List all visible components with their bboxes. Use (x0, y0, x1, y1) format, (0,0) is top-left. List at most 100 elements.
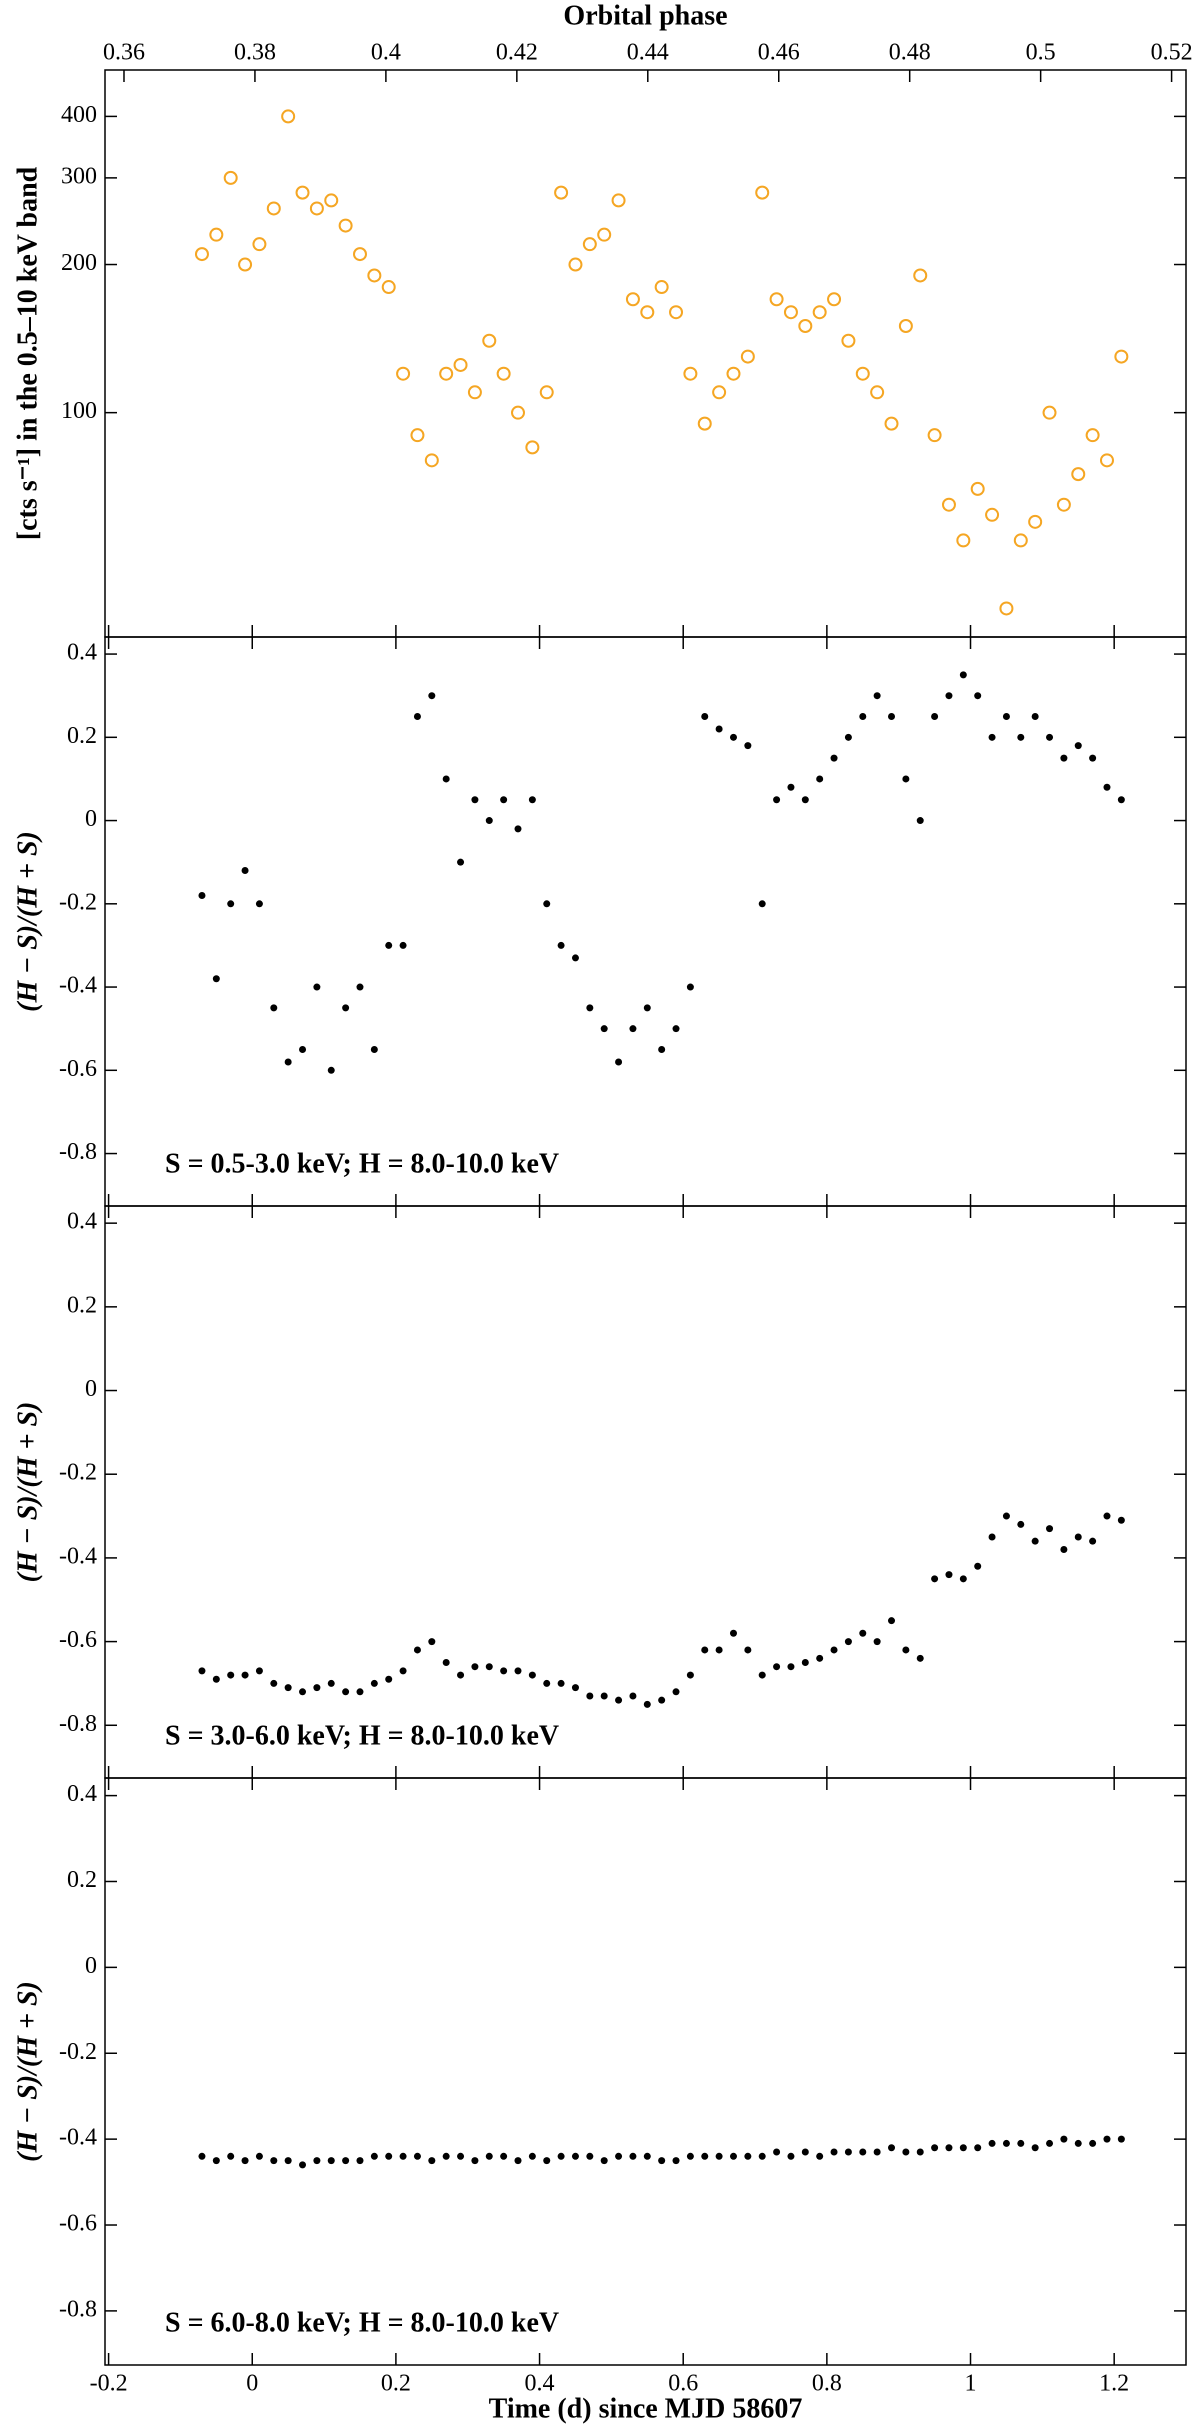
y-tick-label: 300 (61, 163, 97, 189)
data-point (356, 2157, 364, 2165)
x-tick-label: 0.6 (668, 2371, 698, 2397)
data-point (543, 1679, 551, 1687)
data-point (1117, 1516, 1125, 1524)
data-point (830, 1646, 838, 1654)
data-point (941, 497, 956, 512)
data-point (1060, 1546, 1068, 1554)
data-point (370, 1679, 378, 1687)
data-point (442, 1659, 450, 1667)
data-point (758, 900, 766, 908)
data-point (931, 1575, 939, 1583)
data-point (424, 453, 439, 468)
data-point (241, 867, 249, 875)
data-point (970, 481, 985, 496)
y-tick-label: -0.2 (59, 2039, 97, 2065)
data-point (525, 440, 540, 455)
data-point (859, 2148, 867, 2156)
data-point (1089, 1537, 1097, 1545)
panel-annotation: S = 0.5-3.0 keV; H = 8.0-10.0 keV (165, 1148, 559, 1179)
data-point (342, 2157, 350, 2165)
data-point (744, 1646, 752, 1654)
data-point (773, 2148, 781, 2156)
data-point (902, 1646, 910, 1654)
data-point (686, 983, 694, 991)
data-point (227, 900, 235, 908)
data-point (194, 247, 209, 262)
data-point (988, 1533, 996, 1541)
y-tick-label: 0 (85, 806, 97, 832)
x-axis-label: Time (d) since MJD 58607 (489, 2393, 803, 2424)
data-point (898, 319, 913, 334)
data-point (482, 333, 497, 348)
x2-tick-label: 0.46 (758, 40, 800, 66)
data-point (528, 1671, 536, 1679)
y-tick-label: 400 (61, 102, 97, 128)
data-point (352, 247, 367, 262)
y-tick-label: 100 (61, 398, 97, 424)
data-point (600, 1692, 608, 1700)
data-point (888, 1617, 896, 1625)
data-point (252, 237, 267, 252)
data-point (413, 1646, 421, 1654)
data-point (410, 428, 425, 443)
data-point (586, 1692, 594, 1700)
data-point (870, 385, 885, 400)
data-point (643, 1700, 651, 1708)
data-point (514, 2157, 522, 2165)
data-point (959, 2144, 967, 2152)
data-point (715, 1646, 723, 1654)
x2-tick-label: 0.44 (627, 40, 669, 66)
data-point (1046, 1525, 1054, 1533)
data-point (284, 2157, 292, 2165)
x2-tick-label: 0.42 (496, 40, 538, 66)
data-point (399, 941, 407, 949)
data-point (1056, 497, 1071, 512)
data-point (873, 692, 881, 700)
data-point (658, 1045, 666, 1053)
data-point (701, 2152, 709, 2160)
data-point (511, 405, 526, 420)
y-tick-label: -0.6 (59, 1056, 97, 1082)
data-point (557, 941, 565, 949)
data-point (758, 2152, 766, 2160)
data-point (787, 783, 795, 791)
data-point (485, 817, 493, 825)
y-tick-label: 0.2 (67, 1292, 97, 1318)
data-point (1042, 405, 1057, 420)
data-point (974, 2144, 982, 2152)
y-tick-label: 200 (61, 250, 97, 276)
panel-annotation: S = 6.0-8.0 keV; H = 8.0-10.0 keV (165, 2307, 559, 2338)
data-point (1002, 2139, 1010, 2147)
data-point (916, 2148, 924, 2156)
data-point (255, 1667, 263, 1675)
data-point (442, 2152, 450, 2160)
data-point (198, 1667, 206, 1675)
data-point (255, 2152, 263, 2160)
data-point (309, 201, 324, 216)
data-point (801, 796, 809, 804)
data-point (284, 1058, 292, 1066)
data-point (1017, 1520, 1025, 1528)
data-point (582, 237, 597, 252)
data-point (1046, 733, 1054, 741)
x-tick-label: 0.4 (525, 2371, 555, 2397)
data-point (597, 227, 612, 242)
data-point (313, 983, 321, 991)
data-point (327, 1679, 335, 1687)
data-point (413, 713, 421, 721)
data-point (615, 1696, 623, 1704)
data-point (974, 692, 982, 700)
data-point (812, 305, 827, 320)
data-point (554, 185, 569, 200)
data-point (643, 1004, 651, 1012)
data-point (370, 1045, 378, 1053)
y-tick-label: -0.8 (59, 1711, 97, 1737)
data-point (413, 2152, 421, 2160)
y-axis-label: (H − S)/(H + S) (12, 1402, 43, 1583)
data-point (270, 2157, 278, 2165)
y-tick-label: -0.2 (59, 889, 97, 915)
data-point (956, 533, 971, 548)
data-point (712, 385, 727, 400)
data-point (945, 2144, 953, 2152)
data-point (1117, 796, 1125, 804)
